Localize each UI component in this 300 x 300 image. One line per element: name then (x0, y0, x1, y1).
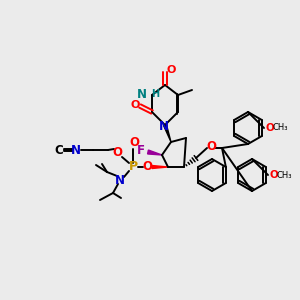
Text: P: P (128, 160, 138, 173)
Text: F: F (137, 145, 145, 158)
Text: O: O (266, 123, 274, 133)
Text: O: O (129, 136, 139, 149)
Text: N: N (159, 119, 169, 133)
Text: CH₃: CH₃ (272, 124, 288, 133)
Text: O: O (206, 140, 216, 154)
Text: C: C (55, 143, 63, 157)
Text: O: O (166, 65, 176, 75)
Text: N: N (115, 173, 125, 187)
Text: O: O (130, 100, 140, 110)
Polygon shape (148, 150, 162, 155)
Text: CH₃: CH₃ (276, 170, 292, 179)
Polygon shape (164, 124, 171, 142)
Polygon shape (152, 166, 168, 169)
Text: O: O (142, 160, 152, 173)
Text: O: O (270, 170, 278, 180)
Text: H: H (151, 89, 159, 99)
Text: N: N (71, 143, 81, 157)
Text: O: O (112, 146, 122, 158)
Text: N: N (137, 88, 147, 100)
